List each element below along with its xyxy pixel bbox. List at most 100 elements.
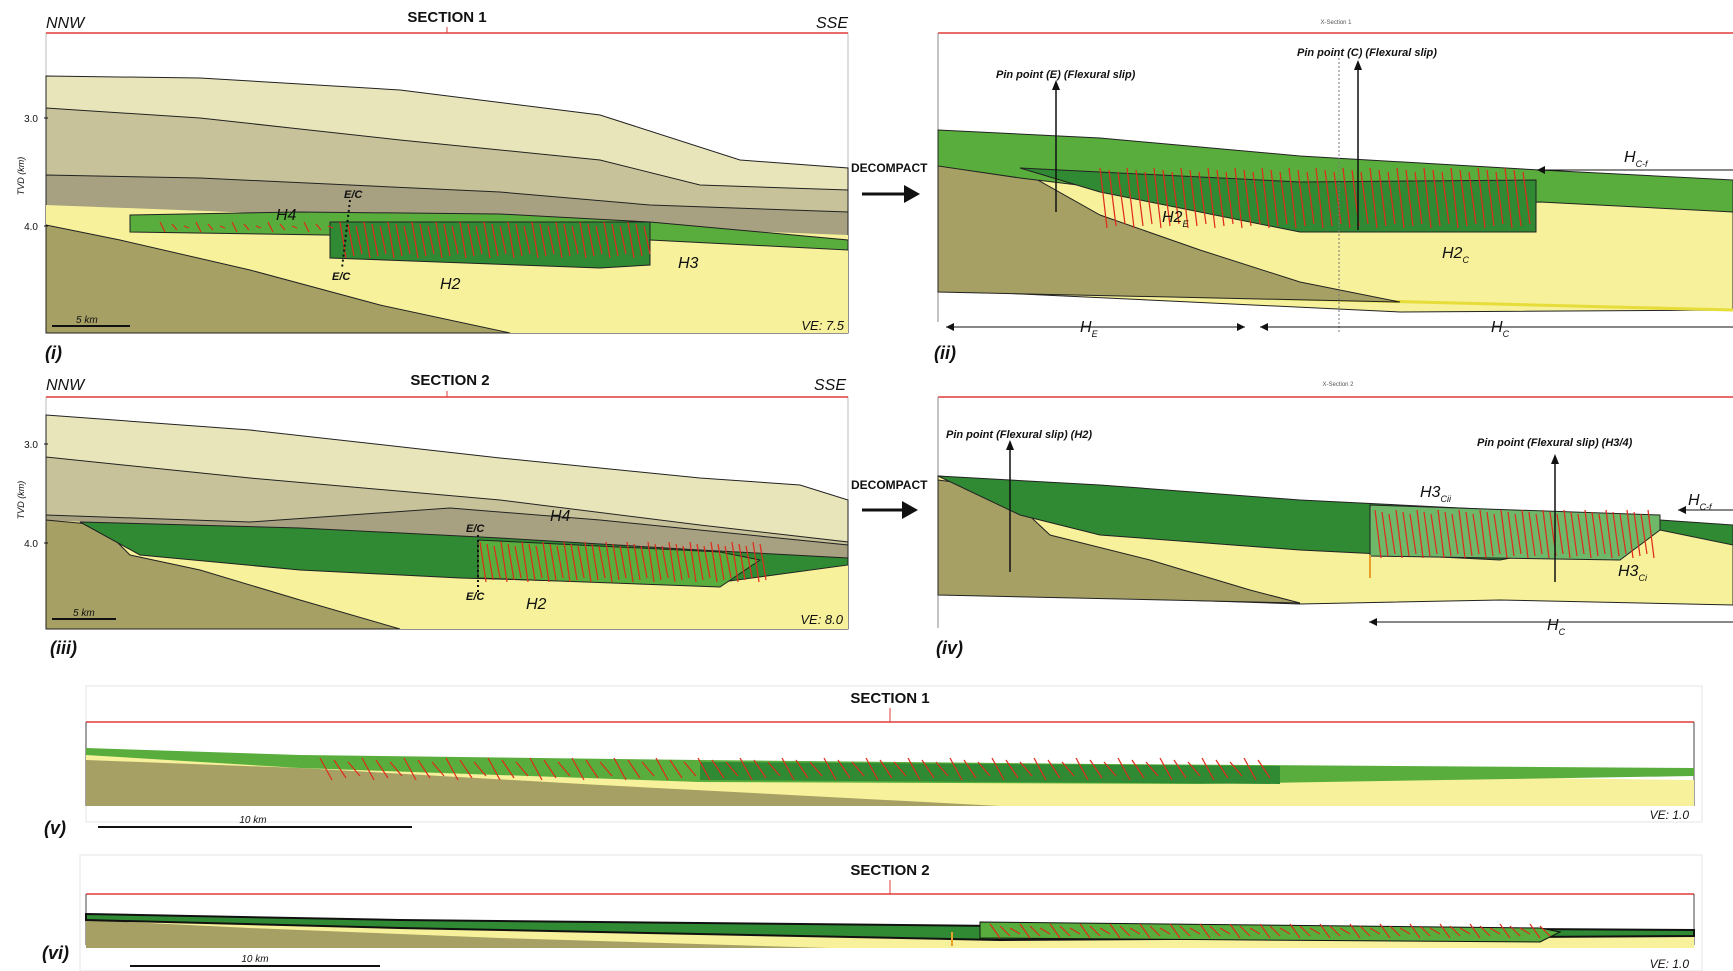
fault-tick: [1577, 513, 1585, 555]
fault-tick: [697, 757, 711, 781]
fault-tick: [1402, 511, 1410, 557]
fault-tick: [739, 757, 753, 781]
section-title: SECTION 2: [850, 862, 929, 879]
fault-tick: [1219, 927, 1231, 935]
fault-tick: [419, 223, 427, 257]
fault-tick: [1450, 167, 1459, 229]
fault-tick: [752, 541, 760, 583]
faults-section-2: [479, 541, 767, 583]
fault-tick: [1626, 509, 1634, 559]
fault-tick: [1499, 923, 1511, 939]
fault-tick: [963, 759, 977, 779]
fault-tick: [523, 225, 531, 255]
fault-tick: [483, 221, 491, 259]
fault-tick: [1419, 925, 1431, 937]
green-pale: [979, 921, 1562, 943]
ve-label: VE: 1.0: [1650, 808, 1690, 822]
fault-tick: [1187, 761, 1201, 777]
panel-tag: (v): [44, 818, 66, 838]
fault-tick: [1359, 925, 1371, 937]
fault-tick: [486, 543, 494, 581]
fault-tick: [1239, 925, 1251, 937]
fault-tick: [529, 757, 543, 781]
fault-tick: [1126, 167, 1135, 229]
fault-tick: [640, 545, 648, 579]
fault-tick: [547, 225, 555, 255]
fault-tick: [531, 221, 539, 259]
fault-tick: [1252, 171, 1261, 225]
fault-tick: [361, 757, 375, 781]
fault-tick: [1019, 761, 1033, 777]
fault-tick: [1257, 759, 1271, 779]
fault-tick: [725, 761, 739, 777]
fault-tick: [1507, 511, 1515, 557]
fault-tick: [1075, 757, 1089, 781]
fault-tick: [459, 759, 473, 779]
fault-tick: [584, 541, 592, 583]
fault-tick: [1129, 927, 1141, 935]
fault-tick: [1297, 169, 1306, 227]
fault-tick: [1261, 167, 1270, 229]
fault-tick: [1225, 171, 1234, 225]
fault-tick: [1500, 509, 1508, 559]
fault-tick: [605, 541, 613, 583]
panel-tag: (i): [45, 343, 62, 363]
ec-bottom-label: E/C: [466, 591, 485, 603]
fault-tick: [507, 221, 515, 259]
fault-tick: [1528, 511, 1536, 557]
fault-tick: [1209, 925, 1221, 937]
direction-right: SSE: [814, 377, 846, 394]
fault-tick: [1563, 509, 1571, 559]
fault-tick: [689, 541, 697, 583]
fault-tick: [387, 221, 395, 259]
pin-point-h34: Pin point (Flexural slip) (H3/4): [1477, 437, 1633, 449]
fault-tick: [267, 221, 274, 233]
fault-tick: [1315, 167, 1324, 229]
fault-tick: [1459, 169, 1468, 227]
fault-tick: [683, 761, 697, 777]
fault-tick: [1369, 927, 1381, 935]
h3-label: H3: [678, 255, 699, 272]
fault-tick: [635, 223, 643, 257]
fault-tick: [491, 223, 499, 257]
fault-tick: [591, 543, 599, 581]
fault-tick: [1207, 167, 1216, 229]
fault-tick: [879, 759, 893, 779]
fault-tick: [1243, 757, 1257, 781]
fault-tick: [1199, 923, 1211, 939]
pin-point-e: Pin point (E) (Flexural slip): [996, 69, 1136, 81]
scale-label: 10 km: [239, 815, 266, 826]
fault-tick: [991, 757, 1005, 781]
ve-label: VE: 8.0: [800, 612, 843, 627]
fault-tick: [1169, 923, 1181, 939]
fault-tick: [1458, 509, 1466, 559]
fault-tick: [1619, 513, 1627, 555]
faults-section-2-restored: [989, 923, 1551, 939]
fault-tick: [1449, 925, 1461, 937]
fault-tick: [611, 223, 619, 257]
fault-tick: [1009, 927, 1021, 935]
fault-tick: [627, 221, 635, 259]
fault-tick: [1465, 511, 1473, 557]
panel-tag: (iv): [936, 638, 963, 658]
he-label: HE: [1080, 319, 1099, 339]
scale-label: 5 km: [76, 315, 98, 326]
fault-tick: [1633, 511, 1641, 557]
fault-tick: [1049, 923, 1061, 939]
decompact-label: DECOMPACT: [851, 161, 928, 175]
fault-tick: [1379, 923, 1391, 939]
pin-point-h2: Pin point (Flexural slip) (H2): [946, 429, 1092, 441]
fault-tick: [1119, 925, 1131, 937]
fault-tick: [1612, 511, 1620, 557]
fault-tick: [1069, 927, 1081, 935]
fault-tick: [1437, 509, 1445, 559]
fault-tick: [195, 221, 202, 233]
fault-tick: [1299, 925, 1311, 937]
fault-tick: [427, 225, 435, 255]
fault-tick: [1171, 171, 1180, 225]
fault-tick: [1556, 513, 1564, 555]
fault-tick: [738, 543, 746, 581]
fault-tick: [363, 221, 371, 259]
hc-label: HC: [1491, 319, 1510, 339]
fault-tick: [171, 223, 178, 231]
